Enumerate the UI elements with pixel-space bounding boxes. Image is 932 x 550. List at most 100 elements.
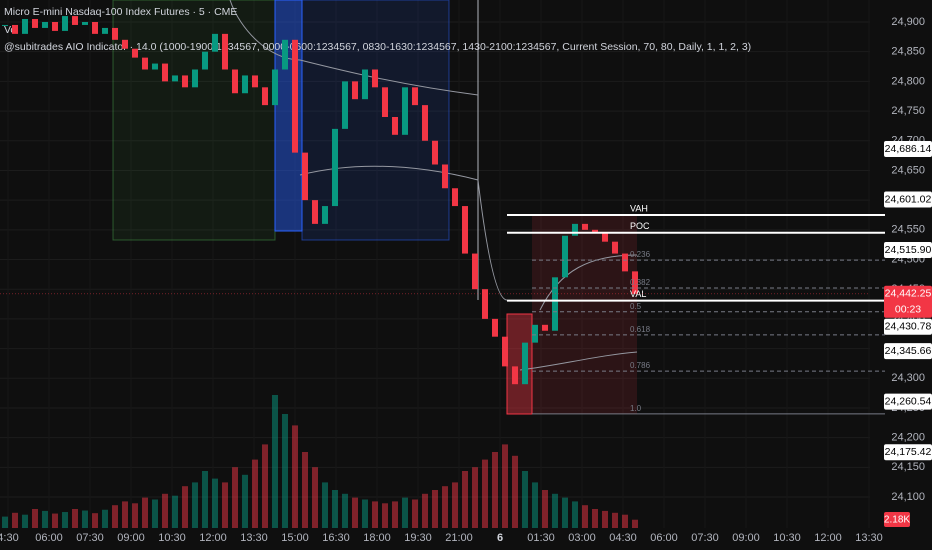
level-label: VAH xyxy=(630,203,648,213)
price-tag-label: 24,345.66 xyxy=(885,345,932,357)
price-tag xyxy=(884,393,932,410)
level-label: POC xyxy=(630,221,650,231)
volume-bar xyxy=(252,459,258,528)
time-tick-label: 13:30 xyxy=(240,532,268,544)
candle xyxy=(172,75,178,82)
time-tick-label: 21:00 xyxy=(445,532,473,544)
candle xyxy=(452,188,458,207)
price-tag-label: 24,442.25 xyxy=(885,288,932,300)
volume-bar xyxy=(202,471,208,528)
candle xyxy=(132,48,138,58)
candle xyxy=(522,342,528,385)
volume-bar xyxy=(492,452,498,528)
candle xyxy=(332,128,338,207)
level-label: 0.618 xyxy=(630,325,651,334)
candle xyxy=(262,87,268,106)
time-tick-label: 06:00 xyxy=(650,532,678,544)
time-tick-label: 10:30 xyxy=(158,532,186,544)
candle xyxy=(182,75,188,88)
candle xyxy=(612,241,618,254)
candle xyxy=(402,87,408,135)
price-tick-label: 24,800 xyxy=(891,75,925,87)
price-tick-label: 24,150 xyxy=(891,461,925,473)
volume-bar xyxy=(332,490,338,528)
time-tick-label: 04:30 xyxy=(609,532,637,544)
volume-bar xyxy=(552,493,558,528)
time-tick-label: 6 xyxy=(497,532,503,544)
volume-bar xyxy=(182,486,188,528)
time-tick-label: 12:00 xyxy=(814,532,842,544)
volume-bar xyxy=(92,513,98,528)
volume-bar xyxy=(562,497,568,528)
level-label: 0.786 xyxy=(630,361,651,370)
time-tick-label: 01:30 xyxy=(527,532,555,544)
volume-bar xyxy=(292,425,298,528)
time-tick-label: 19:30 xyxy=(404,532,432,544)
volume-bar xyxy=(42,510,48,528)
level-label: 0.382 xyxy=(630,278,651,287)
volume-bar xyxy=(192,482,198,528)
volume-bar xyxy=(82,510,88,528)
session-box xyxy=(112,0,276,241)
candle xyxy=(122,39,128,49)
volume-bar xyxy=(622,514,628,528)
price-tick-label: 24,300 xyxy=(891,372,925,384)
volume-bar xyxy=(542,490,548,528)
volume-bar xyxy=(602,510,608,528)
price-tag xyxy=(884,191,932,208)
candle xyxy=(592,229,598,233)
volume-bar xyxy=(152,499,158,528)
candle xyxy=(552,277,558,331)
price-tag-label: 24,515.90 xyxy=(885,244,932,256)
level-label: 0.236 xyxy=(630,250,651,259)
price-tag xyxy=(884,285,932,318)
candle xyxy=(62,16,68,31)
volume-bar xyxy=(12,512,18,528)
volume-bar xyxy=(592,509,598,528)
volume-bar xyxy=(262,444,268,528)
price-tag xyxy=(884,343,932,360)
volume-bar xyxy=(502,444,508,528)
level-label: VAL xyxy=(630,289,646,299)
candle xyxy=(442,164,448,189)
candle xyxy=(202,51,208,70)
price-tick-label: 24,750 xyxy=(891,105,925,117)
volume-bar xyxy=(342,493,348,528)
candle xyxy=(222,33,228,70)
time-tick-label: 12:00 xyxy=(199,532,227,544)
candle xyxy=(12,24,18,34)
candle xyxy=(322,206,328,224)
time-tick-label: 09:00 xyxy=(732,532,760,544)
candle xyxy=(2,24,8,26)
volume-bar xyxy=(272,395,278,528)
candle xyxy=(482,289,488,319)
candle xyxy=(602,232,608,242)
time-tick-label: 03:00 xyxy=(568,532,596,544)
volume-bar xyxy=(142,497,148,528)
candle xyxy=(102,27,108,34)
volume-bar xyxy=(432,490,438,528)
volume-bar xyxy=(32,509,38,528)
candle xyxy=(242,75,248,94)
average-line xyxy=(299,165,508,301)
candle xyxy=(162,63,168,82)
volume-bar xyxy=(362,499,368,528)
time-tick-label: 18:00 xyxy=(363,532,391,544)
candle xyxy=(72,16,78,25)
candle xyxy=(112,27,118,40)
volume-bar xyxy=(402,497,408,528)
countdown: 00:23 xyxy=(895,304,921,316)
candle xyxy=(342,81,348,129)
time-tick-label: 07:30 xyxy=(691,532,719,544)
time-tick-label: 09:00 xyxy=(117,532,145,544)
volume-bar xyxy=(232,467,238,528)
candle xyxy=(532,324,538,343)
volume-bar xyxy=(392,501,398,528)
volume-bar xyxy=(472,467,478,528)
price-tag-label: 24,430.78 xyxy=(885,321,932,333)
candle xyxy=(252,75,258,88)
indicator-label: @subitrades AIO Indicator · 14.0 (1000-1… xyxy=(4,41,751,53)
candle xyxy=(42,21,48,28)
candle xyxy=(52,21,58,31)
